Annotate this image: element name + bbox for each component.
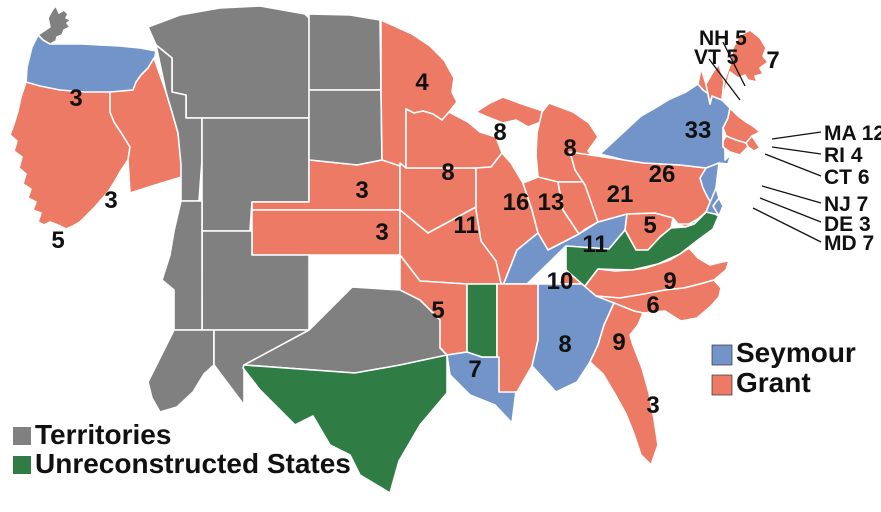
svg-text:MA 12: MA 12 [824, 122, 881, 145]
svg-text:3: 3 [355, 177, 368, 204]
svg-text:Unreconstructed States: Unreconstructed States [35, 448, 351, 479]
svg-text:Territories: Territories [35, 419, 171, 450]
svg-text:3: 3 [375, 219, 388, 246]
svg-text:8: 8 [493, 119, 506, 146]
svg-text:10: 10 [547, 268, 574, 295]
svg-text:6: 6 [646, 292, 659, 319]
svg-text:VT 5: VT 5 [694, 46, 739, 69]
svg-text:3: 3 [646, 392, 659, 419]
svg-text:26: 26 [649, 161, 676, 188]
svg-text:RI 4: RI 4 [824, 144, 863, 167]
svg-text:7: 7 [468, 356, 481, 383]
svg-text:3: 3 [104, 187, 117, 214]
svg-text:CT 6: CT 6 [824, 166, 870, 189]
svg-text:33: 33 [685, 117, 712, 144]
svg-text:5: 5 [431, 297, 444, 324]
svg-text:3: 3 [69, 85, 82, 112]
svg-text:16: 16 [503, 189, 530, 216]
svg-text:4: 4 [415, 69, 429, 96]
svg-text:8: 8 [558, 331, 571, 358]
svg-text:5: 5 [51, 227, 64, 254]
svg-text:13: 13 [538, 189, 565, 216]
svg-text:5: 5 [643, 212, 656, 239]
svg-text:Seymour: Seymour [736, 337, 856, 368]
svg-text:MD 7: MD 7 [824, 232, 874, 255]
svg-text:11: 11 [453, 212, 478, 239]
svg-text:Grant: Grant [736, 367, 811, 398]
svg-text:9: 9 [612, 329, 625, 356]
svg-text:7: 7 [766, 47, 779, 74]
svg-text:21: 21 [607, 181, 634, 208]
svg-text:9: 9 [663, 268, 676, 295]
svg-text:8: 8 [563, 135, 576, 162]
svg-text:11: 11 [582, 231, 607, 258]
svg-text:8: 8 [441, 159, 454, 186]
